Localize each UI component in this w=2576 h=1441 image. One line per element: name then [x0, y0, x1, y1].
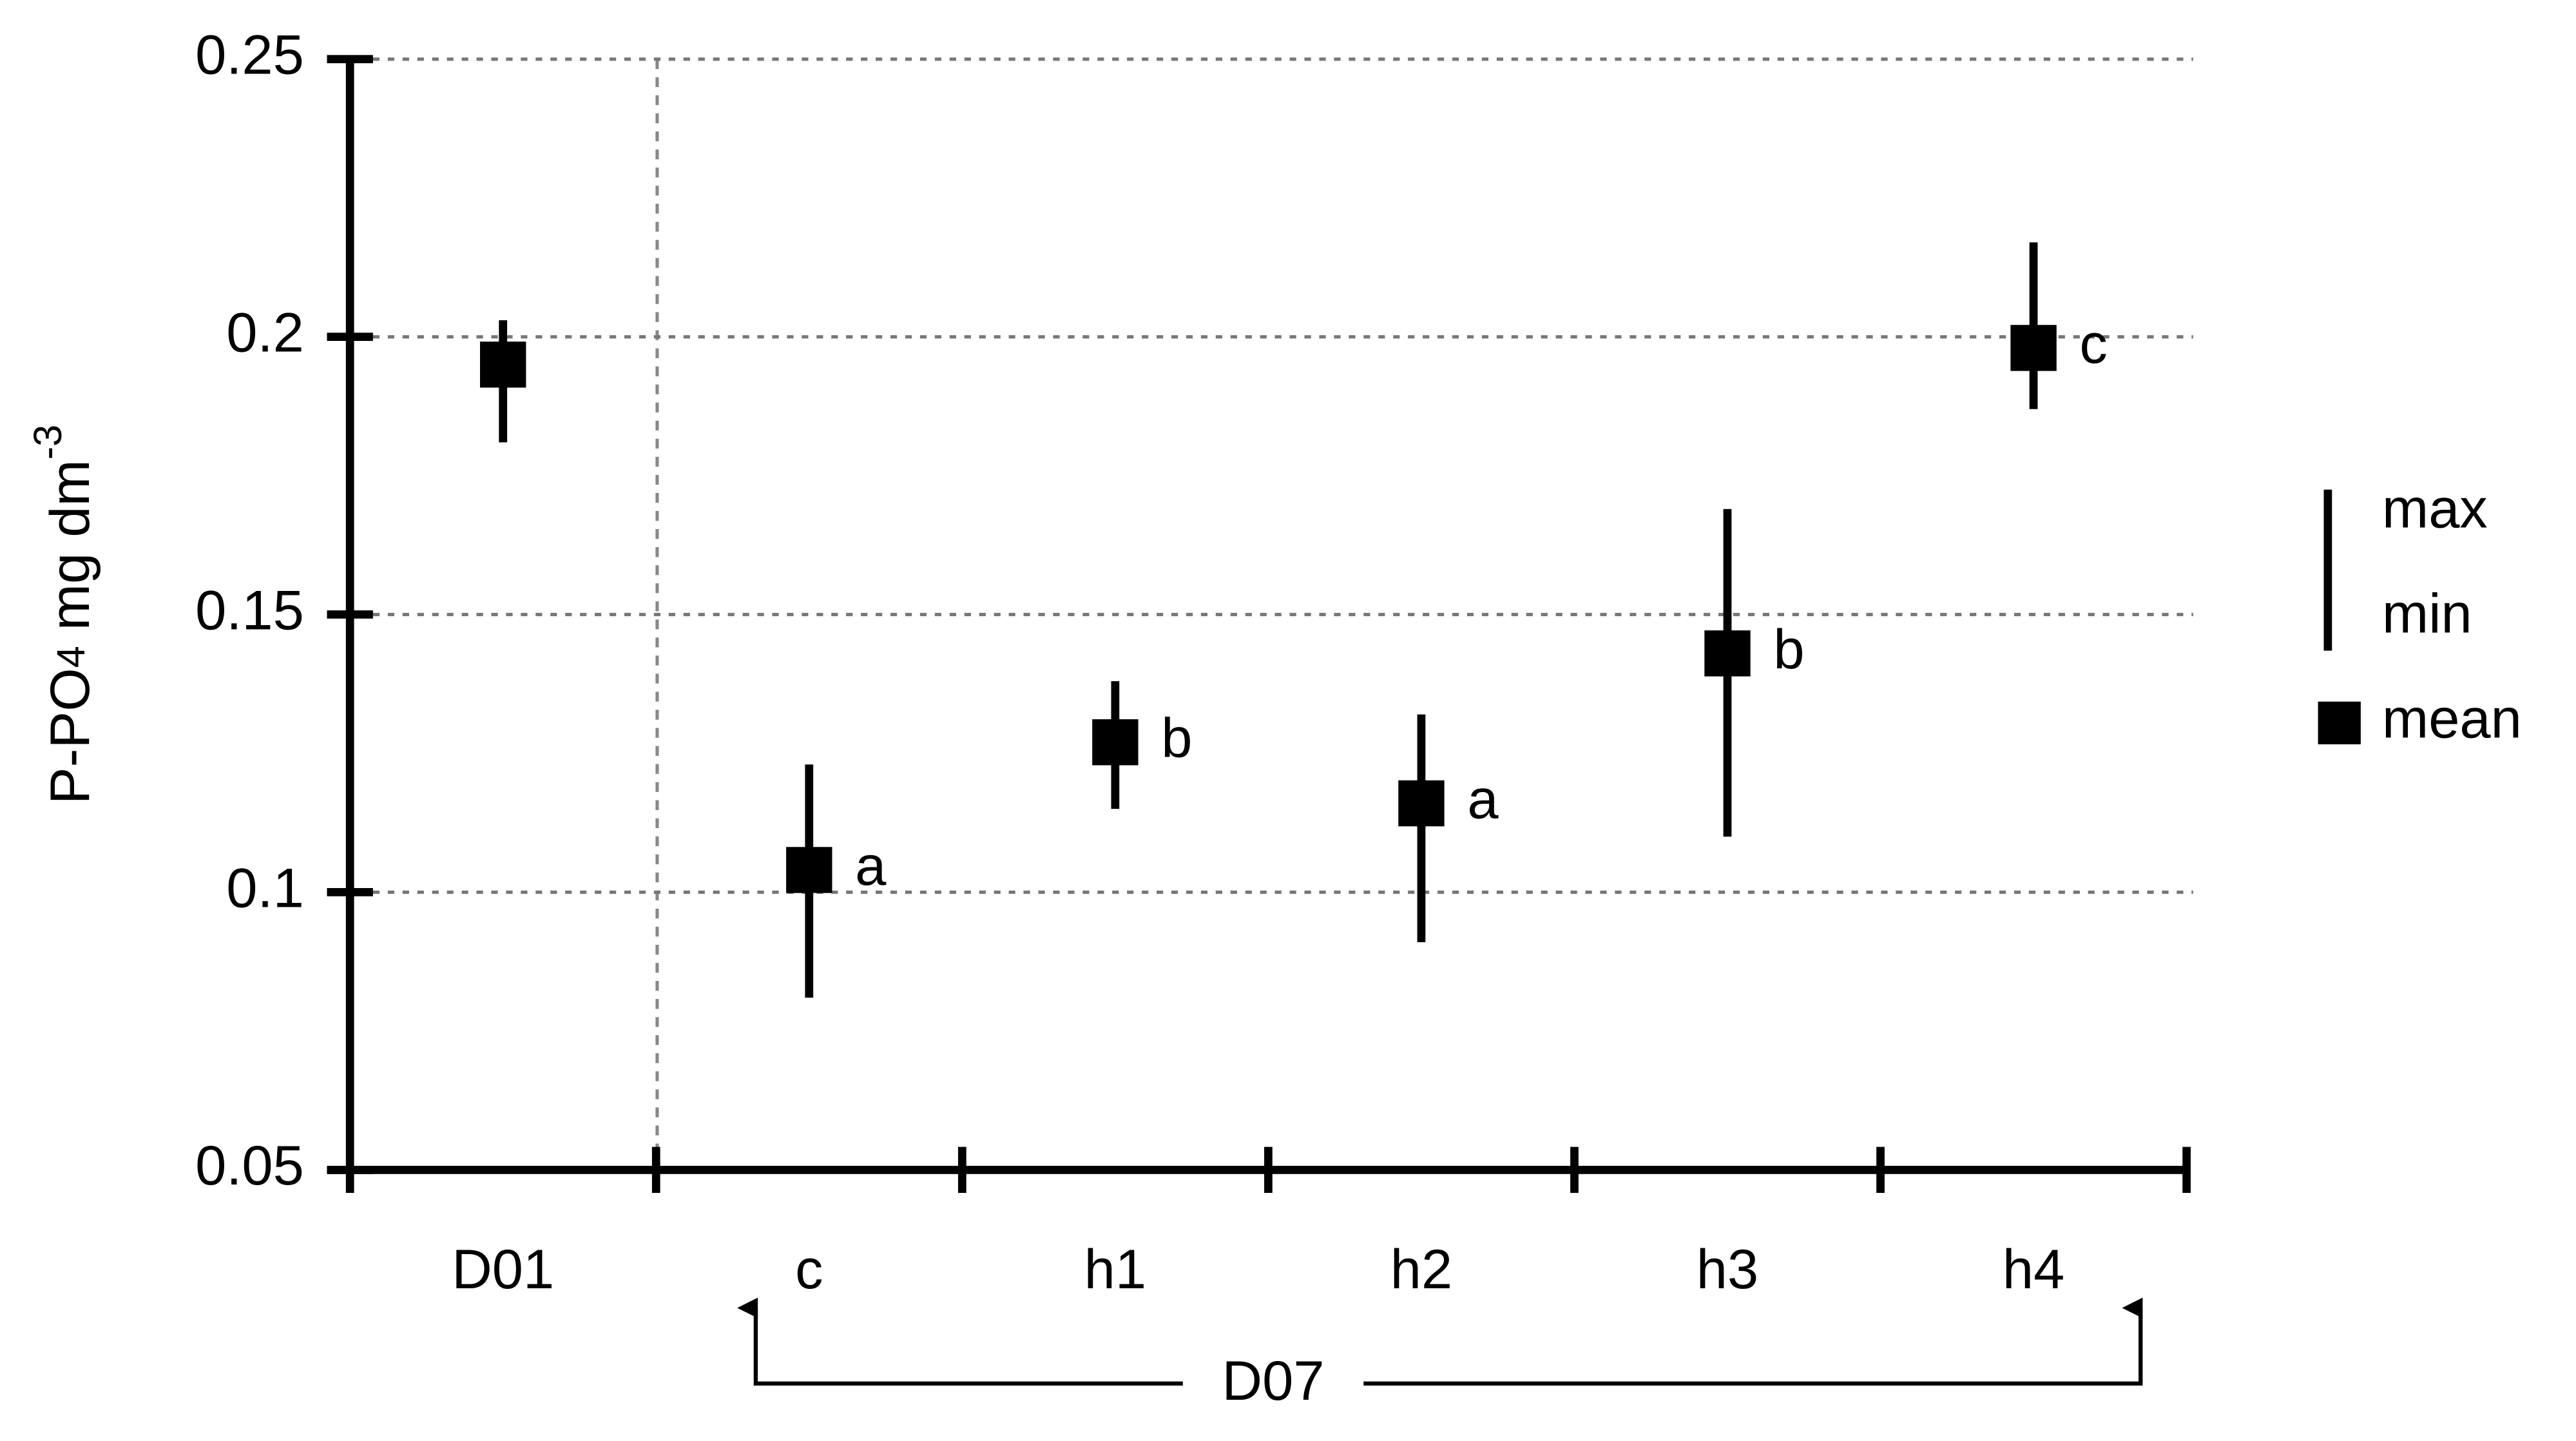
mean-marker: [1092, 719, 1139, 766]
y-tick-label: 0.1: [226, 857, 304, 919]
mean-marker: [480, 342, 526, 388]
y-tick-label: 0.2: [226, 302, 304, 364]
legend-min: min: [2382, 583, 2472, 645]
x-tick-label: h4: [2003, 1239, 2064, 1301]
significance-letter: a: [855, 835, 887, 897]
legend-mean: mean: [2382, 688, 2522, 750]
legend-max: max: [2382, 478, 2488, 539]
mean-marker: [1398, 780, 1445, 827]
mean-marker: [1704, 630, 1751, 677]
significance-letter: b: [1773, 619, 1804, 681]
significance-letter: a: [1467, 768, 1499, 830]
group-label: D07: [1222, 1350, 1325, 1412]
group-bracket: [756, 1308, 2140, 1386]
x-tick-label: h2: [1390, 1239, 1452, 1301]
mean-marker: [2010, 325, 2057, 371]
y-tick-label: 0.05: [195, 1135, 304, 1197]
x-tick-label: h1: [1084, 1239, 1146, 1301]
significance-letter: c: [2079, 313, 2107, 375]
y-axis-title: P-PO4 mg dm-3: [26, 425, 101, 804]
y-tick-label: 0.15: [195, 579, 304, 641]
x-tick-label: h3: [1697, 1239, 1758, 1301]
y-tick-label: 0.25: [195, 24, 304, 86]
y-title-sup: -3: [26, 425, 70, 459]
y-title-sub: 4: [49, 646, 93, 668]
significance-letter: b: [1161, 708, 1192, 769]
y-title-rest: mg dm: [39, 459, 101, 646]
x-tick-label: c: [795, 1239, 823, 1301]
mean-marker: [786, 847, 832, 893]
x-tick-label: D01: [452, 1239, 554, 1301]
legend-mean-marker: [2318, 701, 2361, 744]
y-title-main: P-PO: [39, 668, 101, 804]
